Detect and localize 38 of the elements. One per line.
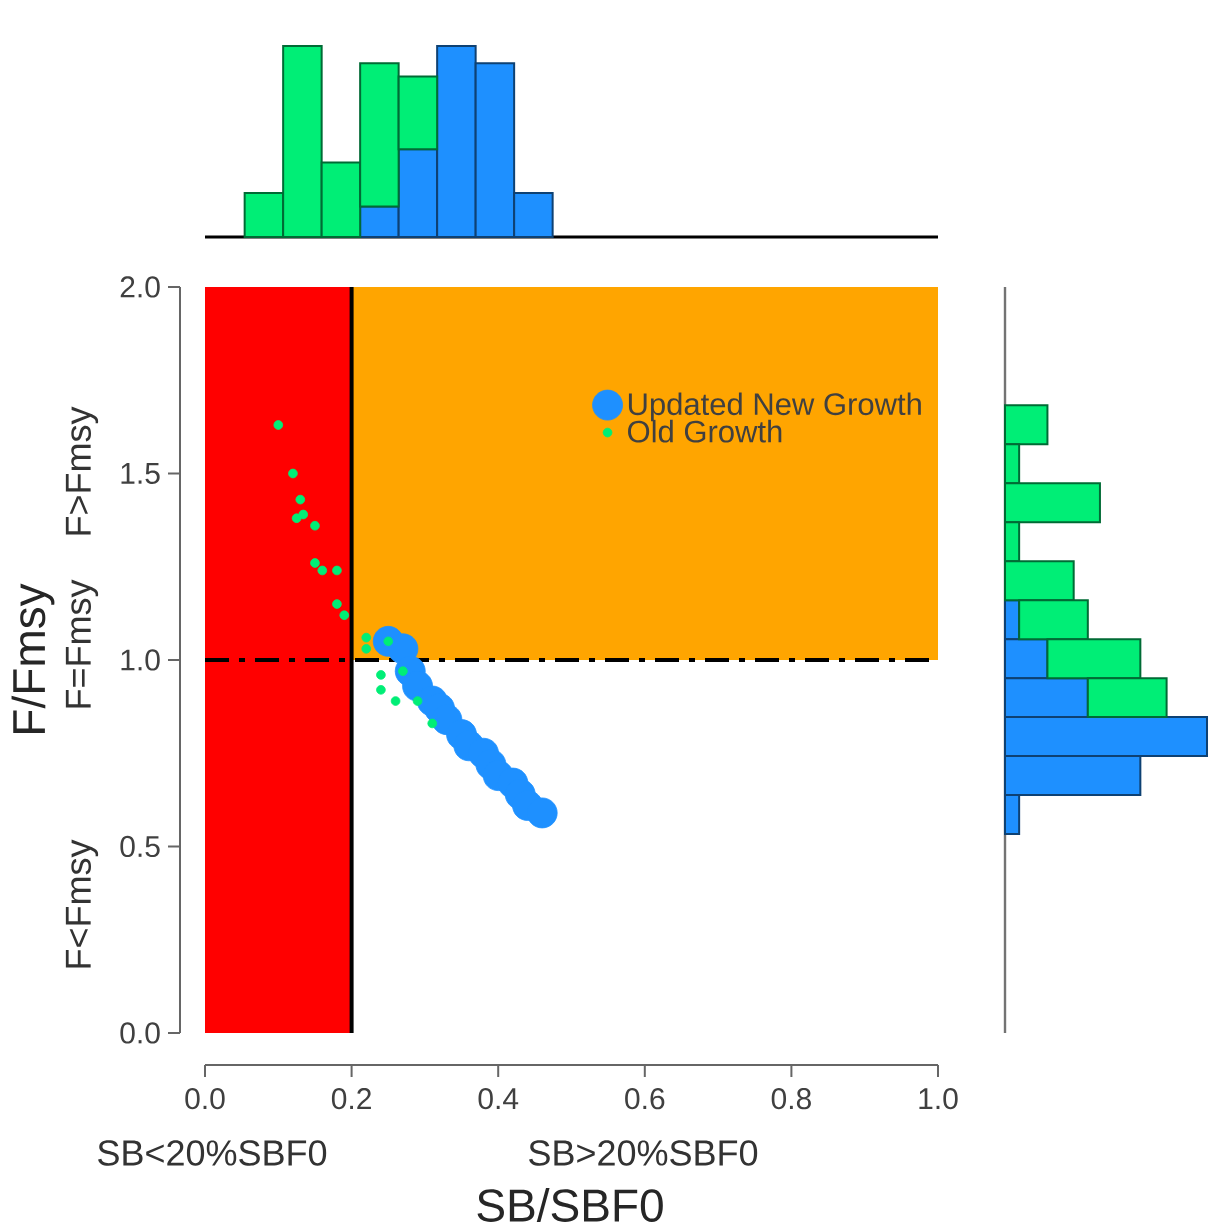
point [526,797,558,829]
point [361,632,372,643]
point [339,610,350,621]
x-tick-label: 1.0 [919,1088,958,1110]
y-tick-label: 1.0 [121,649,160,671]
point [412,696,423,706]
text: F=Fmsy [65,579,99,708]
point [427,718,438,729]
point [295,494,306,505]
x-tick-label: 0.8 [771,1088,811,1110]
x-tick-label: 0.0 [185,1088,225,1110]
point [310,558,320,568]
y-axis-title: F/Fmsy [11,583,55,733]
point [398,666,408,676]
y-tick-label: 2.0 [120,276,160,298]
point [288,468,298,479]
point [310,520,320,531]
point [332,565,342,576]
y-tick-label: 0.0 [120,1022,160,1044]
point [291,513,302,524]
text: F<Fmsy [65,839,99,968]
x-tick-label: 0.2 [331,1088,371,1110]
text: F>Fmsy [65,406,99,535]
point [273,420,284,430]
y-tick-label: 1.5 [121,463,160,484]
x-tick-label: 0.6 [625,1088,665,1110]
point [298,509,309,520]
point [376,685,386,695]
x-axis-title: SB/SBF0 [477,1188,663,1222]
point [361,644,372,654]
y-tick-label: 0.5 [120,835,160,858]
point [376,670,386,680]
x-tick-label: 0.4 [478,1088,519,1110]
point [317,565,328,576]
text: SB<20%SBF0 [98,1140,327,1166]
text: SB>20%SBF0 [529,1140,758,1166]
point [390,696,401,706]
point [332,599,342,609]
